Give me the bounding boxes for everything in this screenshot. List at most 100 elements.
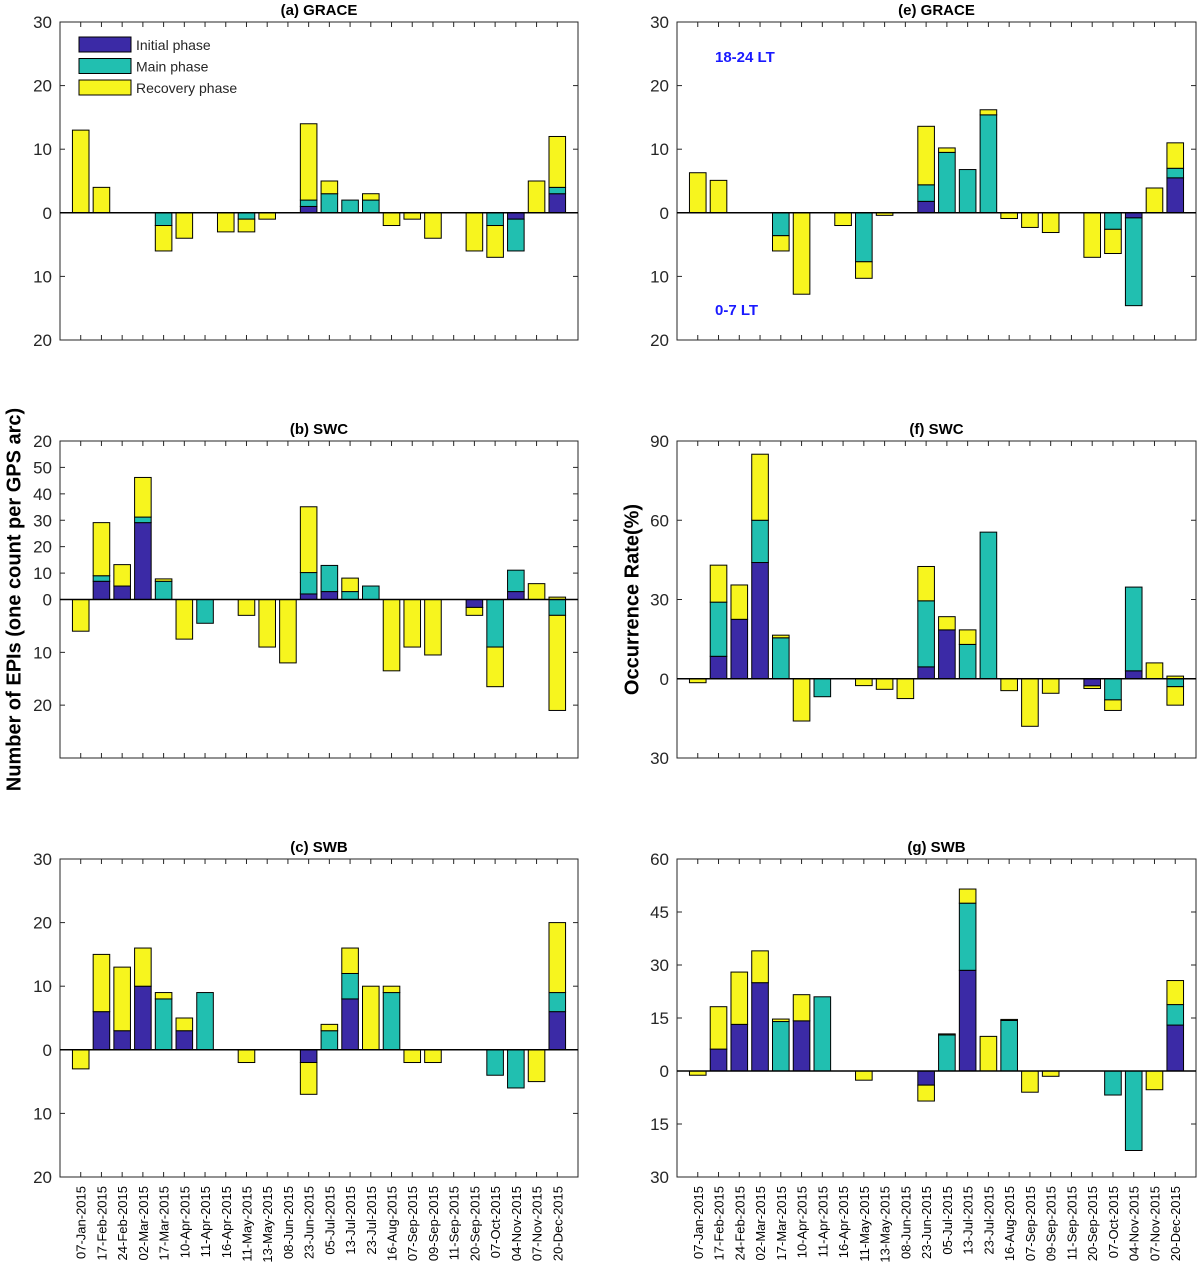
- bar-main-up: [382, 992, 401, 1051]
- legend-label: Main phase: [136, 59, 209, 75]
- x-tick-label: 10-Apr-2015: [177, 1186, 192, 1258]
- bar-initial-up: [958, 969, 977, 1072]
- y-tick-label: 20: [33, 77, 52, 96]
- bar-recovery-up: [92, 186, 111, 214]
- bar-recovery-up: [938, 147, 956, 153]
- bar-main-down: [813, 678, 832, 698]
- y-tick-label: 10: [33, 140, 52, 159]
- chart-f: 90 60 30 0 30 (f) SWC: [650, 421, 1197, 768]
- bar-recovery-up: [527, 583, 546, 601]
- bar-recovery-up: [175, 1017, 194, 1032]
- bar-recovery-down: [855, 678, 873, 687]
- bar-recovery-down: [71, 1049, 90, 1070]
- bar-main-down: [486, 1049, 504, 1076]
- bar-main-up: [938, 1034, 956, 1072]
- bar-initial-up: [113, 1030, 131, 1051]
- x-tick-label: 11-May-2015: [239, 1186, 254, 1262]
- y-tick-label: 0: [43, 204, 52, 223]
- bar-initial-up: [113, 585, 131, 601]
- bar-main-up: [341, 972, 359, 1000]
- legend-label: Initial phase: [136, 37, 211, 53]
- bar-recovery-up: [134, 947, 152, 987]
- bar-main-up: [751, 519, 769, 564]
- bar-recovery-up: [709, 564, 728, 603]
- bar-recovery-down: [792, 678, 811, 722]
- bar-initial-down: [507, 212, 525, 220]
- bar-recovery-down: [855, 261, 873, 279]
- bar-recovery-up: [917, 125, 935, 186]
- bar-main-up: [1166, 167, 1185, 179]
- bar-initial-down: [299, 1049, 318, 1064]
- bar-recovery-up: [1145, 662, 1164, 680]
- bar-recovery-up: [917, 565, 935, 602]
- bar-main-up: [362, 199, 380, 214]
- bar-main-up: [771, 637, 790, 680]
- x-tick-label: 02-Mar-2015: [136, 1186, 151, 1260]
- x-tick-label: 23-Jun-2015: [919, 1186, 934, 1259]
- bar-recovery-up: [938, 1033, 956, 1036]
- bar-recovery-up: [71, 129, 90, 214]
- y-tick-label: 20: [33, 538, 52, 557]
- bar-main-up: [813, 996, 832, 1072]
- y-tick-label: 0: [660, 670, 669, 689]
- x-tick-label: 20-Dec-2015: [550, 1186, 565, 1261]
- bar-initial-up: [134, 522, 152, 600]
- bar-recovery-up: [154, 578, 173, 582]
- y-tick-label: 20: [33, 696, 52, 715]
- bar-recovery-down: [486, 646, 504, 688]
- bar-main-down: [237, 212, 256, 220]
- bar-initial-up: [320, 591, 339, 601]
- y-tick-label: 10: [650, 267, 669, 286]
- y-tick-label: 30: [33, 511, 52, 530]
- y-tick-label: 30: [650, 13, 669, 32]
- x-tick-label: 07-Oct-2015: [1106, 1186, 1121, 1258]
- bar-recovery-up: [341, 577, 359, 593]
- bar-recovery-down: [279, 599, 297, 664]
- x-tick-label: 24-Feb-2015: [115, 1186, 130, 1260]
- bar-recovery-down: [237, 218, 256, 233]
- y-tick-label: 20: [650, 331, 669, 350]
- bar-main-up: [1124, 586, 1143, 672]
- x-tick-label: 11-Apr-2015: [198, 1186, 213, 1257]
- bar-recovery-down: [1021, 212, 1039, 228]
- bar-recovery-down: [875, 678, 894, 690]
- y-tick-label: 10: [33, 977, 52, 996]
- bar-recovery-down: [403, 1049, 422, 1064]
- bar-recovery-down: [1041, 1070, 1060, 1077]
- bar-recovery-up: [362, 985, 380, 1051]
- y-tick-label: 0: [660, 1062, 669, 1081]
- legend-swatch-recovery: [78, 79, 132, 96]
- bar-recovery-down: [548, 614, 567, 711]
- x-tick-label: 17-Mar-2015: [157, 1186, 172, 1260]
- bar-initial-down: [917, 1070, 935, 1086]
- bar-main-up: [320, 193, 339, 214]
- bar-recovery-up: [709, 179, 728, 214]
- bar-recovery-up: [341, 947, 359, 974]
- bar-recovery-up: [688, 172, 707, 214]
- bar-recovery-down: [237, 599, 256, 616]
- x-tick-label: 05-Jul-2015: [322, 1186, 337, 1255]
- x-tick-label: 17-Mar-2015: [774, 1186, 789, 1260]
- bar-main-down: [1104, 1070, 1122, 1096]
- bar-recovery-down: [258, 212, 276, 220]
- bar-recovery-down: [1104, 228, 1122, 255]
- x-tick-label: 16-Aug-2015: [1002, 1186, 1017, 1261]
- x-tick-label: 16-Apr-2015: [836, 1186, 851, 1258]
- y-tick-label: 20: [33, 331, 52, 350]
- bar-initial-up: [1166, 1024, 1185, 1072]
- bar-main-up: [320, 1030, 339, 1051]
- y-tick-label: 90: [650, 432, 669, 451]
- bar-main-down: [1104, 678, 1122, 701]
- bar-recovery-up: [792, 994, 811, 1022]
- bar-initial-down: [1083, 678, 1102, 687]
- y-tick-label: 30: [650, 591, 669, 610]
- bar-recovery-down: [71, 599, 90, 632]
- bar-recovery-down: [527, 1049, 546, 1083]
- bar-recovery-down: [382, 599, 401, 672]
- x-tick-label: 09-Sep-2015: [426, 1186, 441, 1261]
- bar-main-up: [299, 199, 318, 207]
- bar-main-down: [154, 212, 173, 227]
- bar-recovery-up: [709, 1006, 728, 1050]
- x-tick-label: 07-Jan-2015: [74, 1186, 89, 1259]
- bar-recovery-up: [382, 985, 401, 994]
